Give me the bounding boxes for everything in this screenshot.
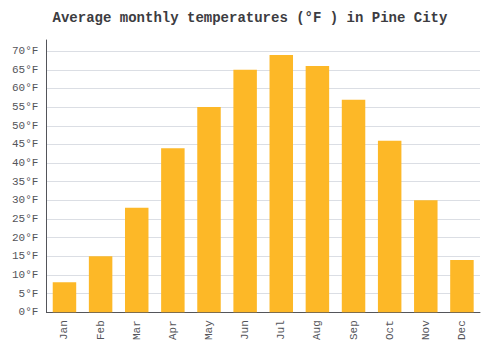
svg-text:Oct: Oct bbox=[384, 320, 396, 340]
svg-text:0°F: 0°F bbox=[19, 306, 39, 318]
svg-text:25°F: 25°F bbox=[12, 213, 38, 225]
svg-text:45°F: 45°F bbox=[12, 138, 38, 150]
svg-text:Jan: Jan bbox=[58, 320, 70, 340]
svg-text:Sep: Sep bbox=[348, 320, 360, 340]
svg-text:Mar: Mar bbox=[131, 320, 143, 340]
svg-text:65°F: 65°F bbox=[12, 64, 38, 76]
svg-text:55°F: 55°F bbox=[12, 101, 38, 113]
svg-text:10°F: 10°F bbox=[12, 269, 38, 281]
svg-text:20°F: 20°F bbox=[12, 232, 38, 244]
svg-text:50°F: 50°F bbox=[12, 120, 38, 132]
svg-text:30°F: 30°F bbox=[12, 194, 38, 206]
svg-text:60°F: 60°F bbox=[12, 82, 38, 94]
svg-text:5°F: 5°F bbox=[19, 288, 39, 300]
svg-text:May: May bbox=[203, 320, 215, 340]
svg-text:Apr: Apr bbox=[167, 320, 179, 340]
svg-text:35°F: 35°F bbox=[12, 176, 38, 188]
svg-text:Jun: Jun bbox=[239, 320, 251, 340]
svg-text:Aug: Aug bbox=[311, 320, 323, 340]
svg-text:Jul: Jul bbox=[275, 320, 287, 340]
svg-text:40°F: 40°F bbox=[12, 157, 38, 169]
svg-text:15°F: 15°F bbox=[12, 250, 38, 262]
svg-text:Nov: Nov bbox=[420, 320, 432, 340]
svg-text:70°F: 70°F bbox=[12, 45, 38, 57]
svg-text:Average monthly temperatures (: Average monthly temperatures (°F ) in Pi… bbox=[53, 10, 448, 26]
svg-text:Dec: Dec bbox=[456, 320, 468, 340]
svg-text:Feb: Feb bbox=[95, 320, 107, 340]
